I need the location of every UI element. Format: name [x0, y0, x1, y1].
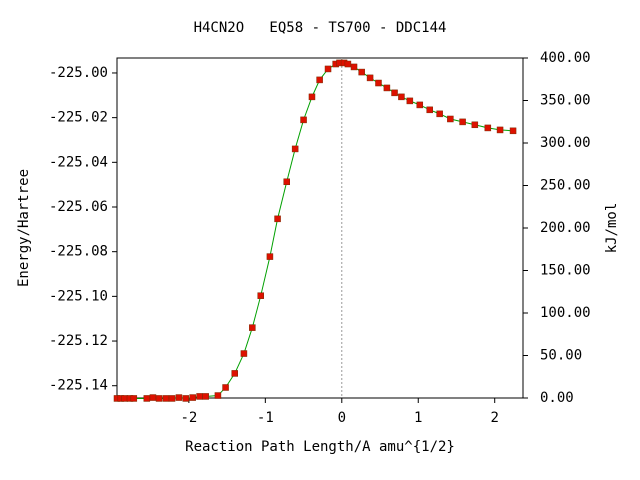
data-point [447, 115, 454, 123]
data-point [202, 393, 209, 400]
data-point [196, 393, 203, 400]
x-tick-label: 2 [490, 410, 498, 426]
data-point [240, 350, 248, 357]
data-point [406, 97, 414, 105]
y-tick-label: -225.12 [49, 333, 108, 349]
data-point [484, 124, 492, 132]
data-point [496, 126, 504, 134]
data-point [291, 145, 299, 153]
data-point [155, 395, 163, 402]
x-tick-label: -2 [180, 410, 197, 426]
data-point [249, 324, 256, 331]
y-tick-label: -225.02 [49, 110, 108, 126]
data-point [398, 93, 405, 101]
data-point [383, 84, 391, 92]
y-axis-label: Energy/Hartree [16, 169, 32, 287]
data-point [391, 89, 398, 97]
y-tick-label: -225.14 [49, 378, 108, 394]
y2-tick-label: 200.00 [540, 220, 591, 236]
y2-tick-label: 250.00 [540, 178, 591, 194]
data-point [257, 292, 264, 299]
y2-tick-label: 300.00 [540, 135, 591, 151]
data-point [459, 118, 466, 126]
data-point [149, 394, 157, 401]
data-point [471, 121, 479, 129]
data-point [283, 178, 290, 186]
data-point [358, 68, 365, 76]
x-tick-label: -1 [257, 410, 274, 426]
y-tick-label: -225.00 [49, 65, 108, 81]
y2-tick-label: 150.00 [540, 263, 591, 279]
x-axis-label: Reaction Path Length/A amu^{1/2} [185, 439, 455, 455]
data-point [130, 395, 138, 402]
data-point [416, 101, 424, 109]
data-point [366, 74, 374, 82]
data-point [316, 76, 323, 84]
data-point [222, 384, 229, 391]
y-tick-label: -225.08 [49, 244, 108, 260]
y2-tick-label: 350.00 [540, 93, 591, 109]
data-point [324, 65, 332, 73]
data-point [436, 110, 443, 118]
data-point [121, 395, 128, 402]
data-point [231, 370, 238, 377]
data-point [214, 392, 222, 399]
y2-tick-label: 0.00 [540, 390, 574, 406]
y2-tick-label: 100.00 [540, 305, 591, 321]
x-tick-label: 0 [338, 410, 346, 426]
data-point [189, 394, 196, 401]
data-point [182, 395, 190, 402]
data-point [426, 106, 433, 114]
data-point [274, 215, 281, 223]
data-point [344, 60, 352, 68]
data-point [375, 79, 382, 87]
data-point [266, 253, 274, 260]
y2-tick-label: 400.00 [540, 50, 591, 66]
data-point [300, 116, 307, 124]
data-point [162, 395, 170, 402]
x-tick-label: 1 [414, 410, 422, 426]
y-tick-label: -225.10 [49, 288, 108, 304]
y-tick-label: -225.06 [49, 199, 108, 215]
y-tick-label: -225.04 [49, 154, 108, 170]
y2-axis-label: kJ/mol [604, 203, 620, 254]
data-point [175, 394, 183, 401]
data-point [143, 395, 151, 402]
data-point [509, 127, 517, 135]
y2-tick-label: 50.00 [540, 348, 582, 364]
data-point [350, 63, 358, 71]
data-point [308, 93, 316, 101]
chart-title: H4CN2O EQ58 - TS700 - DDC144 [194, 20, 447, 36]
data-point [168, 395, 176, 402]
